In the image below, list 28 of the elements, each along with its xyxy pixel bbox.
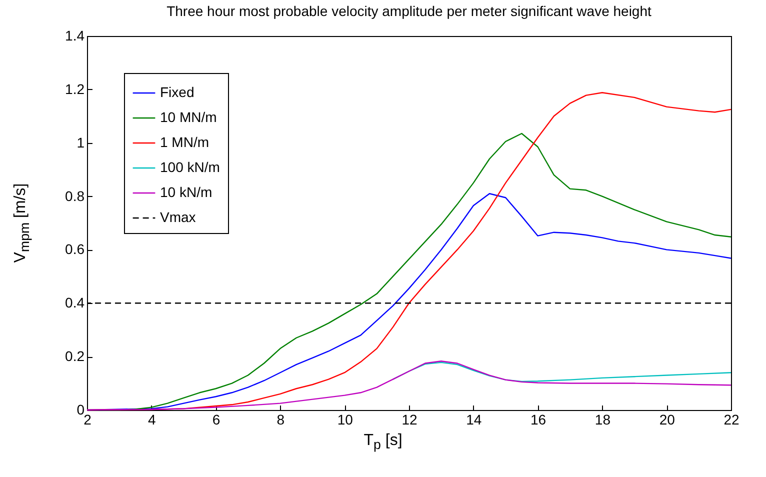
y-tick-label: 0.2 <box>65 348 85 364</box>
x-tick-label: 20 <box>659 412 676 428</box>
y-tick-label: 0.4 <box>65 294 85 311</box>
x-tick-label: 14 <box>466 412 482 428</box>
y-tick-label: 1 <box>76 134 85 150</box>
y-tick-label: 0 <box>76 402 85 418</box>
line-series <box>86 360 732 411</box>
legend-label: Vmax <box>160 209 196 225</box>
x-tick-label: 16 <box>530 412 546 428</box>
y-tick-label: 0.8 <box>65 188 85 204</box>
legend-label: 10 MN/m <box>160 109 217 125</box>
legend-label: 100 kN/m <box>160 159 220 175</box>
legend-label: Fixed <box>160 84 194 100</box>
y-tick-label: 0.6 <box>65 241 85 258</box>
legend-label: 1 MN/m <box>160 134 209 150</box>
x-tick-label: 2 <box>84 412 92 428</box>
legend-label: 10 kN/m <box>160 184 212 200</box>
x-tick-label: 4 <box>148 412 156 428</box>
x-tick-label: 22 <box>724 412 740 428</box>
x-tick-label: 18 <box>594 412 611 428</box>
chart-title: Three hour most probable velocity amplitude per meter significant wave height <box>166 3 652 19</box>
x-tick-label: 6 <box>212 412 220 428</box>
x-tick-label: 12 <box>402 412 418 428</box>
x-axis-title: T$_{p}$ [s] <box>362 432 404 452</box>
y-tick-label: 1.2 <box>65 80 85 97</box>
x-tick-label: 10 <box>337 412 354 428</box>
x-tick-label: 8 <box>276 412 285 428</box>
y-tick-label: 1.4 <box>65 28 85 44</box>
